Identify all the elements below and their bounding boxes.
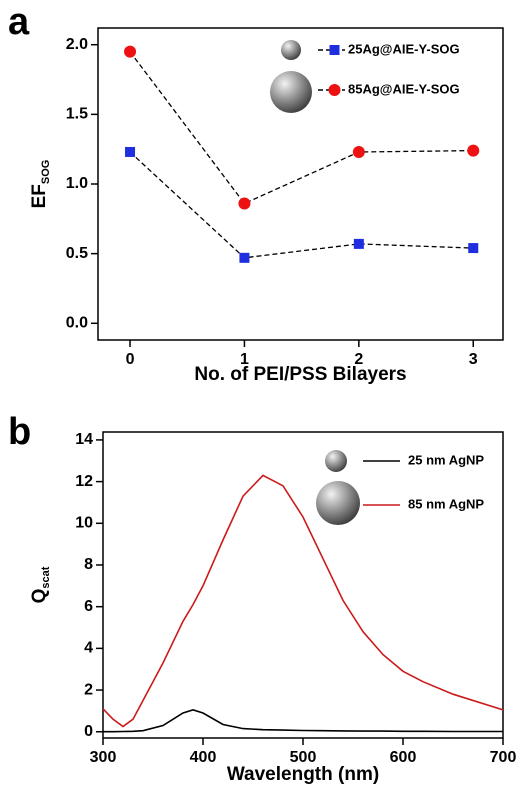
marker xyxy=(238,197,251,210)
y-tick-label: 14 xyxy=(75,431,93,448)
y-tick-label: 10 xyxy=(75,515,93,532)
legend-sphere xyxy=(281,40,301,60)
y-tick-label: 2 xyxy=(84,681,93,698)
y-tick-label: 4 xyxy=(84,640,93,657)
x-tick-label: 300 xyxy=(90,749,117,766)
panel-label: b xyxy=(8,411,31,453)
legend-label: 85Ag@AIE-Y-SOG xyxy=(348,81,460,96)
y-axis-title: EFSOG xyxy=(29,160,52,209)
y-tick-label: 6 xyxy=(84,598,93,615)
y-tick-label: 8 xyxy=(84,556,93,573)
legend-label: 85 nm AgNP xyxy=(408,496,484,511)
y-axis-title-sub: SOG xyxy=(40,160,52,184)
legend-sphere xyxy=(325,450,347,472)
marker xyxy=(468,243,479,254)
series-line xyxy=(103,709,503,733)
marker xyxy=(125,146,136,157)
marker xyxy=(467,144,480,157)
x-tick-label: 400 xyxy=(190,749,217,766)
y-tick-label: 1.5 xyxy=(66,106,88,123)
series-line xyxy=(129,51,474,205)
y-axis-title-main: Q xyxy=(29,589,50,604)
marker xyxy=(353,238,364,249)
x-tick-label: 0 xyxy=(126,351,135,368)
y-tick-label: 1.0 xyxy=(66,175,88,192)
y-tick-label: 12 xyxy=(75,473,93,490)
y-tick-label: 0.5 xyxy=(66,245,88,262)
legend-label: 25 nm AgNP xyxy=(408,452,484,467)
marker xyxy=(124,45,137,58)
x-tick-label: 700 xyxy=(490,749,517,766)
panel-label: a xyxy=(8,1,30,43)
legend-sphere xyxy=(316,481,360,525)
y-axis-title-main: EF xyxy=(29,184,50,208)
x-tick-label: 2 xyxy=(354,351,363,368)
y-axis-title: Qscat xyxy=(29,566,52,603)
x-tick-label: 600 xyxy=(390,749,417,766)
y-axis-title-sub: scat xyxy=(40,566,52,588)
series-line xyxy=(102,474,504,728)
x-axis-title: No. of PEI/PSS Bilayers xyxy=(194,364,406,385)
legend-label: 25Ag@AIE-Y-SOG xyxy=(348,41,460,56)
legend-marker xyxy=(329,45,340,55)
x-tick-label: 500 xyxy=(290,749,317,766)
x-tick-label: 3 xyxy=(469,351,478,368)
legend-sphere xyxy=(270,71,312,113)
y-tick-label: 0.0 xyxy=(66,315,88,332)
marker xyxy=(239,252,250,263)
x-tick-label: 1 xyxy=(240,351,249,368)
legend-marker xyxy=(328,84,341,96)
y-tick-label: 2.0 xyxy=(66,36,88,53)
series-line xyxy=(129,151,474,259)
marker xyxy=(352,145,365,158)
x-axis-title: Wavelength (nm) xyxy=(227,764,379,785)
y-tick-label: 0 xyxy=(84,723,93,740)
plot-frame xyxy=(102,431,504,739)
